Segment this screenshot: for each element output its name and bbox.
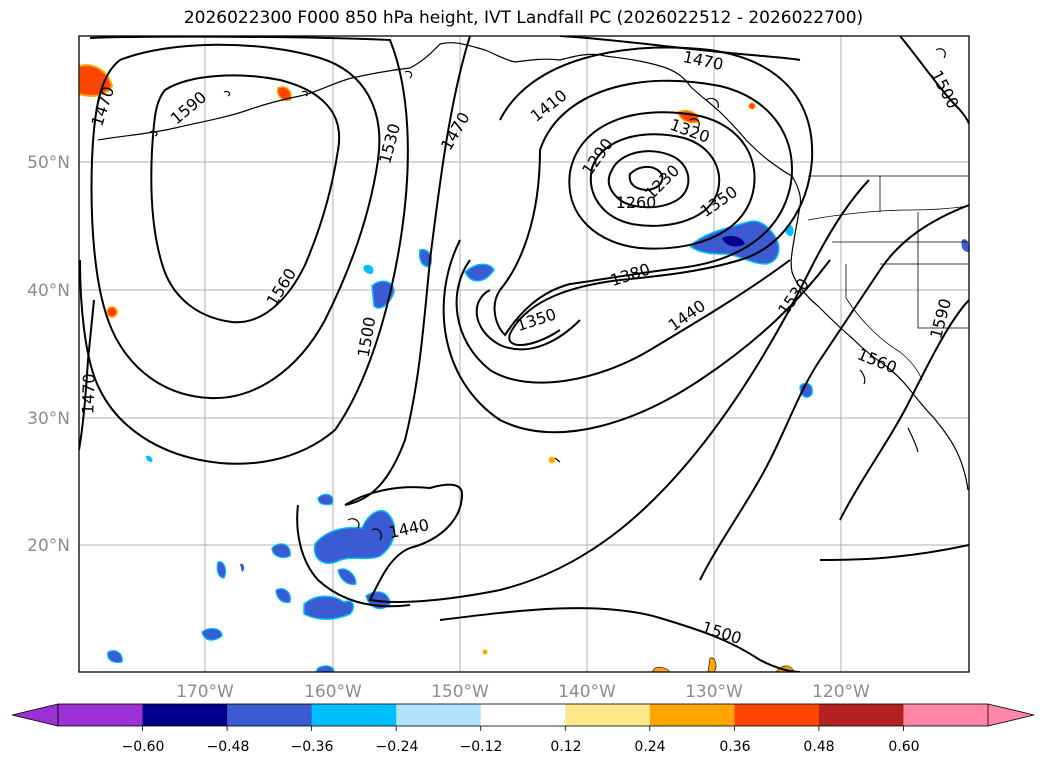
colorbar-segment [734,704,820,726]
colorbar-extend-high [987,703,1035,727]
lon-tick-label: 140°W [558,682,616,702]
colorbar-segment [818,704,904,726]
colorbar-label: 0.24 [634,739,665,755]
colorbar-segment [396,704,482,726]
map-frame [78,35,970,673]
colorbar-segment [565,704,651,726]
lat-tick-label: 20°N [27,536,70,556]
latitude-tick-labels: 50°N 40°N 30°N 20°N [27,153,70,556]
map-title: 2026022300 F000 850 hPa height, IVT Land… [183,8,864,28]
colorbar-label: 0.36 [719,739,750,755]
colorbar-segment [58,704,144,726]
colorbar-segment [649,704,735,726]
longitude-tick-labels: 170°W 160°W 150°W 140°W 130°W 120°W [176,682,870,702]
lon-tick-label: 170°W [176,682,234,702]
lon-tick-label: 150°W [431,682,489,702]
colorbar-segment [480,704,566,726]
colorbar-label: 0.48 [803,739,834,755]
colorbar-label: −0.48 [207,739,250,755]
height-contours [79,36,969,672]
lon-tick-label: 130°W [685,682,743,702]
colorbar: −0.60 −0.48 −0.36 −0.24 −0.12 0.12 0.24 … [11,703,1035,755]
colorbar-label: −0.12 [460,739,503,755]
colorbar-segment [142,704,228,726]
lat-tick-label: 50°N [27,153,70,173]
colorbar-labels: −0.60 −0.48 −0.36 −0.24 −0.12 0.12 0.24 … [122,739,920,755]
lat-tick-label: 40°N [27,281,70,301]
colorbar-outline [57,703,989,727]
colorbar-label: −0.60 [122,739,165,755]
lat-tick-label: 30°N [27,409,70,429]
colorbar-label: −0.24 [376,739,419,755]
colorbar-segment [311,704,397,726]
contour-label: 1470 [78,373,98,414]
political-borders [807,175,969,381]
coastlines [97,42,969,541]
gridlines [79,36,969,672]
colorbar-label: 0.12 [550,739,581,755]
lon-tick-label: 120°W [812,682,870,702]
colorbar-label: 0.60 [888,739,919,755]
contour-label: 1260 [616,193,657,212]
map-area [79,36,969,672]
colorbar-extend-low [11,703,59,727]
colorbar-segment [903,704,989,726]
colorbar-label: −0.36 [291,739,334,755]
colorbar-segment [227,704,313,726]
lon-tick-label: 160°W [304,682,362,702]
